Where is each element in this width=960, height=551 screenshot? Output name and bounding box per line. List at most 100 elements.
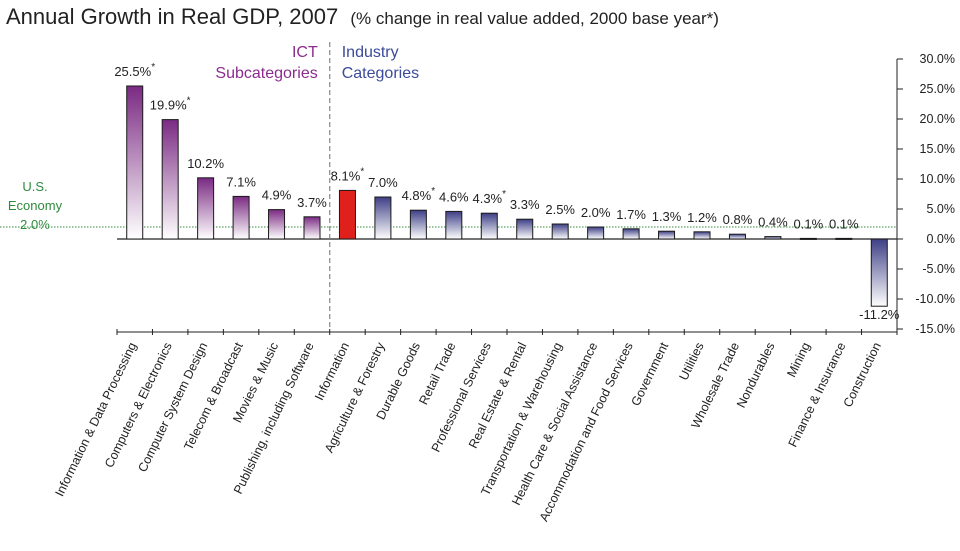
y-tick-label: 30.0%: [920, 52, 955, 66]
value-label-text: 0.8%: [723, 212, 753, 227]
bar-7: [338, 189, 356, 240]
bar-15: [622, 228, 640, 240]
value-label-text: 2.5%: [545, 202, 575, 217]
value-label-text: 10.2%: [187, 156, 224, 171]
category-label: Mining: [784, 340, 813, 379]
category-label: Computer System Design: [135, 340, 210, 474]
bar-4: [232, 195, 250, 240]
reference-label-line: 2.0%: [20, 217, 50, 232]
y-tick-label: 10.0%: [920, 172, 955, 186]
bar-20: [799, 237, 817, 240]
value-label: 1.7%: [616, 207, 646, 222]
value-label-text: 4.3%: [472, 191, 502, 206]
value-label-text: 25.5%: [114, 64, 151, 79]
bar-3: [197, 177, 215, 240]
value-label: 0.1%: [829, 216, 859, 231]
value-label: 1.2%: [687, 210, 717, 225]
value-label: 2.0%: [581, 205, 611, 220]
bar-13: [551, 223, 569, 240]
value-label-text: 1.3%: [652, 209, 682, 224]
bar-22: [870, 238, 888, 307]
y-tick-label: 5.0%: [927, 202, 956, 216]
group-label-industry: Industry: [342, 44, 399, 61]
y-tick-label: 15.0%: [920, 142, 955, 156]
bar-17: [693, 231, 711, 240]
value-label: 3.3%: [510, 197, 540, 212]
asterisk-marker: *: [360, 166, 364, 177]
value-label: 7.0%: [368, 175, 398, 190]
axes-layer: 30.0% 25.0% 20.0% 15.0% 10.0% 5.0% 0.0% -5.0% -1…: [0, 42, 955, 336]
chart-title-main: Annual Growth in Real GDP, 2007: [6, 4, 338, 29]
value-label: 0.8%: [723, 212, 753, 227]
value-label-text: 0.1%: [794, 216, 824, 231]
value-label: 3.7%: [297, 195, 327, 210]
bar-9: [409, 209, 427, 240]
value-label-text: 4.8%: [402, 188, 432, 203]
value-label: 2.5%: [545, 202, 575, 217]
y-tick-label: -10.0%: [915, 292, 955, 306]
asterisk-marker: *: [431, 186, 435, 197]
bar-21: [835, 237, 853, 240]
value-label: 19.9%*: [150, 96, 191, 113]
y-tick-label: -5.0%: [922, 262, 955, 276]
category-label: Computers & Electronics: [102, 340, 175, 470]
bar-18: [728, 233, 746, 240]
value-label: 4.9%: [262, 188, 292, 203]
bar-19: [764, 236, 782, 240]
asterisk-marker: *: [151, 62, 155, 73]
category-label: Information: [312, 340, 352, 402]
value-label-text: 7.0%: [368, 175, 398, 190]
bar-1: [126, 85, 144, 240]
y-tick-label: 25.0%: [920, 82, 955, 96]
asterisk-marker: *: [187, 96, 191, 107]
group-label-industry: Categories: [342, 65, 419, 82]
chart-subtitle: (% change in real value added, 2000 base…: [350, 9, 719, 28]
y-tick-label: -15.0%: [915, 322, 955, 336]
value-label: 1.3%: [652, 209, 682, 224]
bar-11: [480, 212, 498, 240]
group-label-ict: ICT: [292, 44, 318, 61]
value-label-text: 2.0%: [581, 205, 611, 220]
value-label: 7.1%: [226, 174, 256, 189]
y-tick-label: 20.0%: [920, 112, 955, 126]
value-label-text: -11.2%: [859, 307, 900, 322]
group-label-ict: Subcategories: [215, 65, 317, 82]
value-label: 25.5%*: [114, 62, 155, 79]
reference-label-line: Economy: [8, 198, 63, 213]
category-label: Utilities: [676, 340, 706, 382]
category-label: Retail Trade: [416, 340, 458, 407]
value-label-text: 1.2%: [687, 210, 717, 225]
value-label: 0.1%: [794, 216, 824, 231]
category-label: Construction: [841, 340, 884, 409]
value-label-text: 1.7%: [616, 207, 646, 222]
category-label: Government: [629, 340, 672, 408]
asterisk-marker: *: [502, 189, 506, 200]
value-label-text: 19.9%: [150, 98, 187, 113]
value-label-text: 4.6%: [439, 189, 469, 204]
value-label-text: 7.1%: [226, 174, 256, 189]
bar-8: [374, 196, 392, 240]
value-label-text: 0.4%: [758, 215, 788, 230]
value-label: -11.2%: [859, 307, 900, 322]
y-tick-label: 0.0%: [927, 232, 956, 246]
chart-title: Annual Growth in Real GDP, 2007 (% chang…: [6, 4, 719, 29]
value-label-text: 0.1%: [829, 216, 859, 231]
value-label: 10.2%: [187, 156, 224, 171]
value-label-text: 3.3%: [510, 197, 540, 212]
value-label-text: 4.9%: [262, 188, 292, 203]
value-label: 4.6%: [439, 189, 469, 204]
bars-layer: [126, 85, 888, 307]
value-label-text: 3.7%: [297, 195, 327, 210]
value-label: 8.1%*: [331, 166, 365, 183]
value-label: 4.3%*: [472, 189, 506, 206]
bar-5: [268, 209, 286, 240]
bar-10: [445, 210, 463, 240]
bar-14: [587, 226, 605, 240]
value-label-text: 8.1%: [331, 168, 361, 183]
reference-label-line: U.S.: [22, 179, 47, 194]
bar-2: [161, 119, 179, 240]
value-label: 0.4%: [758, 215, 788, 230]
bar-6: [303, 216, 321, 240]
category-label: Nondurables: [734, 340, 778, 410]
